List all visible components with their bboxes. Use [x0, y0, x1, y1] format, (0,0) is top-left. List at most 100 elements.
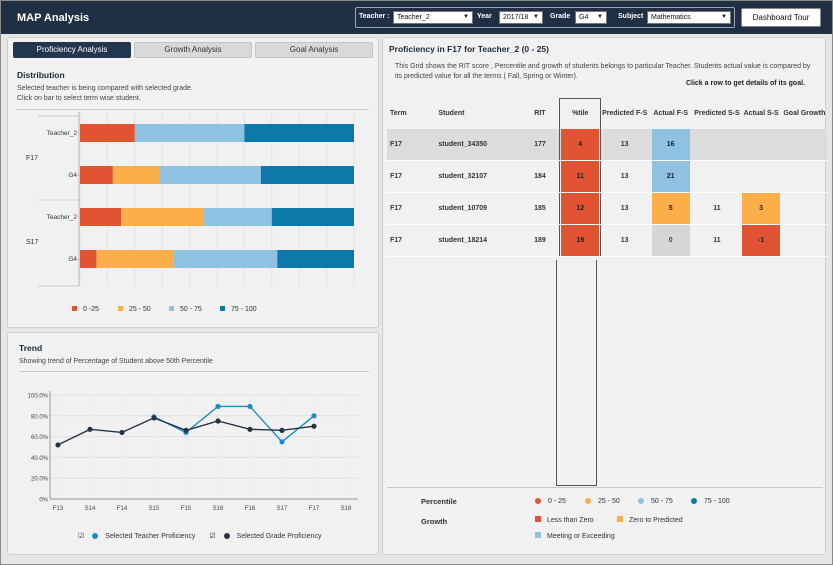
subject-select-value: Mathematics — [651, 14, 691, 21]
table-row[interactable]: F17 student_34350 177 4 13 16 — [387, 128, 827, 161]
cell-act-ss-value: -1 — [742, 225, 781, 256]
legend-label: 75 - 100 — [231, 306, 257, 313]
data-point — [247, 426, 253, 432]
teacher-select[interactable]: Teacher_2 ▼ — [393, 11, 473, 24]
data-point — [151, 415, 157, 421]
legend-label: 75 - 100 — [704, 498, 730, 505]
y-tick-label: 80.0% — [31, 414, 49, 420]
cell-term: F17 — [387, 128, 439, 161]
x-tick-label: F14 — [117, 506, 128, 512]
data-point — [183, 427, 189, 433]
year-label: Year — [477, 13, 492, 20]
legend-label: Less than Zero — [547, 517, 594, 524]
bar-segment — [271, 208, 354, 226]
category-label: Teacher_2 — [47, 130, 78, 137]
teacher-label: Teacher : — [359, 13, 390, 20]
percentile-column-outline — [556, 260, 597, 486]
grade-select[interactable]: G4 ▼ — [575, 11, 607, 24]
year-select[interactable]: 2017/18 ▼ — [499, 11, 543, 24]
grade-series-dot — [223, 533, 230, 539]
bar-segment — [80, 208, 122, 226]
legend-swatch — [617, 516, 623, 522]
teacher-series-label: Selected Teacher Proficiency — [105, 533, 196, 540]
category-label: G4 — [68, 172, 77, 179]
cell-goal — [781, 224, 827, 257]
cell-act-fs-value: 16 — [651, 128, 690, 160]
tab-goal-analysis[interactable]: Goal Analysis — [255, 42, 373, 58]
y-tick-label: 20.0% — [31, 477, 49, 483]
tab-proficiency-analysis[interactable]: Proficiency Analysis — [13, 42, 131, 58]
x-tick-label: S14 — [85, 506, 96, 512]
percentile-legend-q4: 75 - 100 — [691, 498, 730, 505]
legend-dot — [585, 498, 591, 504]
cell-act-ss: -1 — [740, 224, 782, 257]
cell-act-fs: 0 — [648, 224, 694, 257]
data-point — [215, 418, 221, 424]
cell-goal — [781, 128, 827, 161]
col-goal-growth: Goal Growth — [783, 110, 826, 117]
y-tick-label: 60.0% — [31, 435, 49, 441]
bar-segment — [159, 166, 261, 184]
x-tick-label: F17 — [309, 506, 320, 512]
table-row[interactable]: F17 student_32107 184 11 13 21 — [387, 160, 827, 193]
col-actual-fs: Actual F-S — [653, 110, 688, 117]
col-predicted-fs: Predicted F-S — [602, 110, 648, 117]
cell-pred-fs: 13 — [600, 160, 649, 193]
app-header: MAP Analysis Teacher : Teacher_2 ▼ Year 2… — [1, 1, 832, 34]
x-tick-label: S15 — [149, 506, 160, 512]
tab-growth-analysis[interactable]: Growth Analysis — [134, 42, 252, 58]
legend-label: 0 - 25 — [548, 498, 566, 505]
data-point — [279, 427, 285, 433]
bar-segment — [277, 250, 354, 268]
cell-act-fs-value: 21 — [651, 161, 690, 192]
table-row[interactable]: F17 student_10709 185 12 13 5 11 3 — [387, 192, 827, 225]
legend-label: Meeting or Exceeding — [547, 533, 615, 540]
data-point — [55, 442, 61, 448]
subject-select[interactable]: Mathematics ▼ — [647, 11, 731, 24]
percentile-legend-q3: 50 - 75 — [638, 498, 673, 505]
legend-swatch — [220, 306, 225, 311]
legend-label: 50 - 75 — [180, 306, 202, 313]
legend-label: 25 - 50 — [129, 306, 151, 313]
bar-segment — [134, 124, 245, 142]
grade-series-checkbox[interactable]: ☑ — [209, 533, 216, 540]
divider — [387, 487, 823, 488]
bar-segment — [96, 250, 174, 268]
chevron-down-icon: ▼ — [721, 14, 727, 20]
teacher-series-dot — [92, 533, 99, 539]
y-tick-label: 40.0% — [31, 456, 49, 462]
cell-act-ss-value: 3 — [742, 193, 781, 224]
bar-segment — [260, 166, 354, 184]
data-point — [279, 439, 285, 445]
cell-act-fs-value: 5 — [651, 193, 690, 224]
legend-dot — [638, 498, 644, 504]
divider — [17, 109, 369, 110]
bar-segment — [112, 166, 160, 184]
cell-pct: 4 — [559, 128, 602, 161]
cell-rit: 184 — [520, 160, 560, 193]
col-rit: RIT — [534, 110, 546, 117]
chevron-down-icon: ▼ — [597, 14, 603, 20]
growth-legend-meeting: Meeting or Exceeding — [535, 532, 615, 540]
cell-act-ss: 3 — [740, 192, 782, 225]
distribution-subtitle-1: Selected teacher is being compared with … — [17, 85, 193, 92]
teacher-series-checkbox[interactable]: ☑ — [78, 533, 85, 540]
legend-swatch — [535, 532, 541, 538]
cell-act-ss — [740, 160, 782, 193]
col-predicted-ss: Predicted S-S — [694, 110, 740, 117]
cell-goal — [781, 192, 827, 225]
series-line — [153, 405, 315, 443]
cell-rit: 185 — [520, 192, 560, 225]
cell-student: student_10709 — [438, 192, 521, 225]
table-row[interactable]: F17 student_18214 189 19 13 0 11 -1 — [387, 224, 827, 257]
x-tick-label: F13 — [53, 506, 64, 512]
divider — [19, 371, 369, 372]
cell-pred-fs: 13 — [600, 128, 649, 161]
cell-student: student_32107 — [438, 160, 521, 193]
bar-segment — [173, 250, 278, 268]
table-header-row: Term Student RIT %tile Predicted F-S Act… — [387, 98, 827, 129]
dashboard-tour-button[interactable]: Dashboard Tour — [741, 8, 821, 27]
group-label: S17 — [26, 239, 39, 246]
cell-pct-value: 4 — [561, 128, 600, 160]
data-point — [311, 423, 317, 429]
